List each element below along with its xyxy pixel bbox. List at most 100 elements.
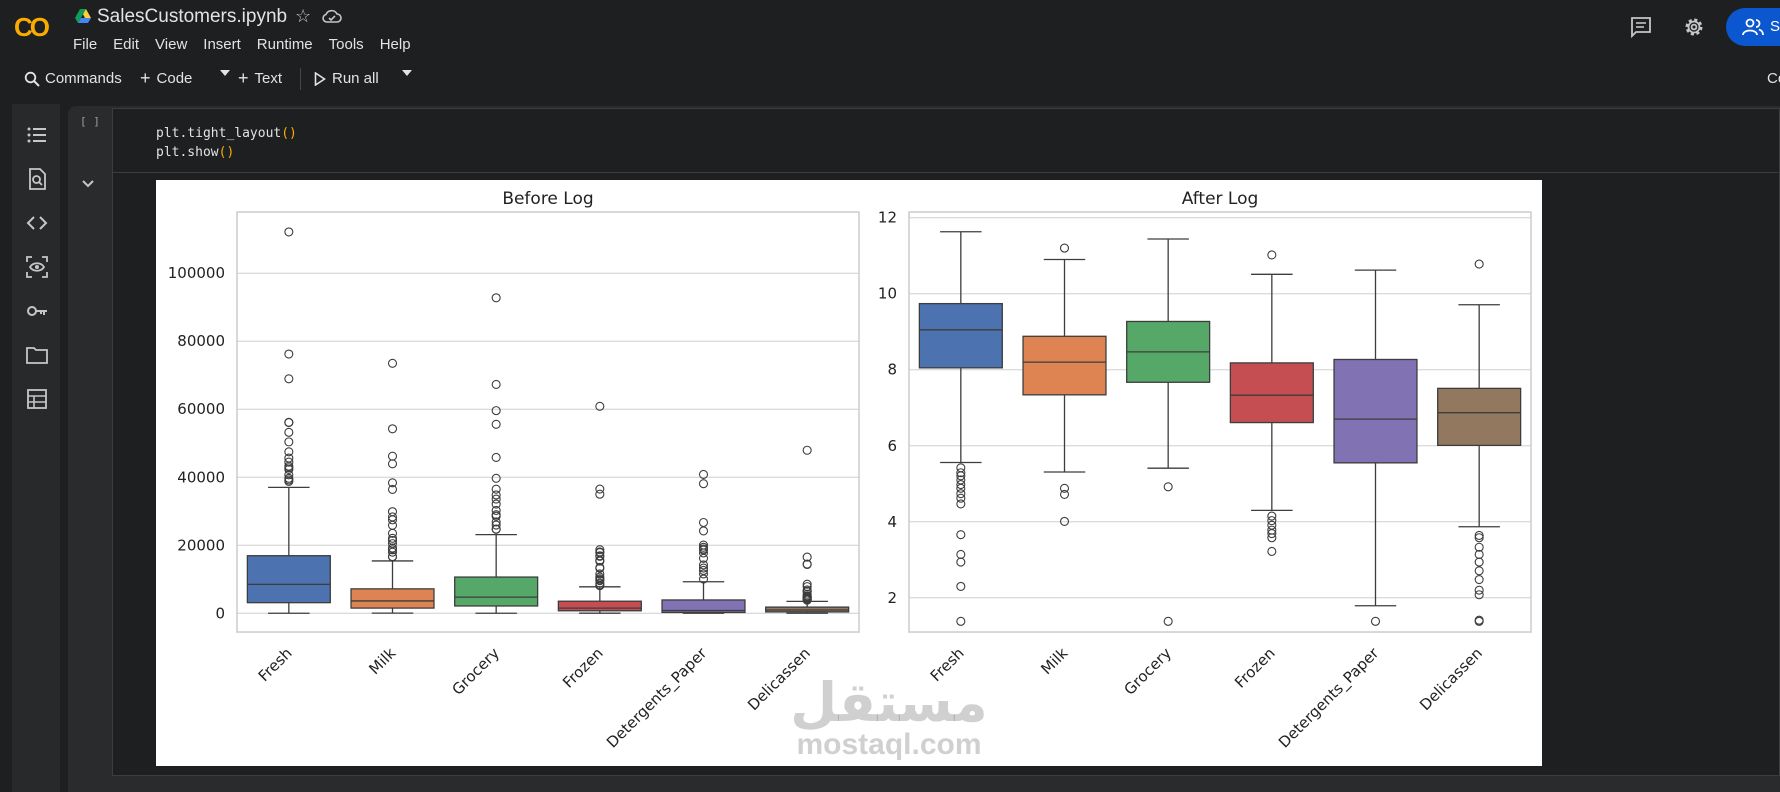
code-editor[interactable]: plt.tight_layout() plt.show() <box>156 124 297 162</box>
menu-view[interactable]: View <box>155 36 188 53</box>
y-tick-label: 80000 <box>177 332 225 350</box>
notebook-title[interactable]: SalesCustomers.ipynb <box>97 6 288 27</box>
settings-icon[interactable] <box>1682 15 1706 39</box>
outlier-point <box>491 490 501 500</box>
box-iqr <box>1229 362 1314 424</box>
box-iqr <box>557 600 642 612</box>
outlier-point <box>491 406 501 416</box>
outlier-point <box>698 469 709 480</box>
outlier-point <box>491 473 501 483</box>
share-button[interactable]: S <box>1726 8 1780 46</box>
run-all-dropdown-button[interactable] <box>402 70 412 76</box>
menu-edit[interactable]: Edit <box>113 36 140 53</box>
outlier-point <box>595 576 605 586</box>
outlier-point <box>1267 250 1277 260</box>
star-icon[interactable]: ☆ <box>295 6 312 26</box>
outlier-point <box>595 484 605 494</box>
outlier-point <box>1059 516 1070 526</box>
cell-run-status[interactable]: [ ] <box>80 115 100 128</box>
connect-button[interactable]: Co <box>1767 70 1780 87</box>
outlier-point <box>698 569 709 579</box>
box-iqr <box>661 599 746 614</box>
x-tick-label: Grocery <box>1120 644 1175 699</box>
outlier-point <box>491 484 501 494</box>
x-tick-label: Detergents_Paper <box>603 644 712 753</box>
outlier-point <box>491 524 501 534</box>
outlier-point <box>595 581 605 591</box>
y-tick-label: 0 <box>215 604 225 622</box>
y-tick-label: 60000 <box>177 400 225 418</box>
toc-icon[interactable] <box>26 124 48 146</box>
menu-insert[interactable]: Insert <box>203 36 241 53</box>
outlier-point <box>1267 546 1277 556</box>
drive-icon[interactable] <box>75 9 91 23</box>
outlier-point <box>387 545 398 555</box>
add-code-button[interactable]: + Code <box>140 69 193 87</box>
add-text-button[interactable]: + Text <box>238 69 282 87</box>
outlier-point <box>956 479 966 490</box>
chevron-down-icon[interactable] <box>82 180 94 188</box>
outlier-point <box>1267 516 1277 526</box>
outlier-point <box>284 418 294 428</box>
box-iqr <box>1333 358 1418 464</box>
code-dropdown-button[interactable] <box>220 70 230 76</box>
code-text: plt.tight_layout <box>156 126 282 141</box>
outlier-point <box>1059 483 1070 493</box>
x-tick-label: Frozen <box>1231 644 1278 691</box>
table-icon[interactable] <box>26 388 48 410</box>
outlier-point <box>956 549 966 560</box>
run-all-button[interactable]: Run all <box>314 70 379 87</box>
outlier-point <box>956 616 966 626</box>
menu-tools[interactable]: Tools <box>328 36 364 53</box>
code-text: plt.show <box>156 145 219 160</box>
outlier-point <box>1474 566 1484 576</box>
toolbar: Commands + Code + Text Run all Co <box>12 62 1780 96</box>
logo-text: CO <box>14 12 50 42</box>
outlier-point <box>491 293 501 303</box>
outlier-point <box>1474 574 1484 585</box>
menu-file[interactable]: File <box>73 36 98 53</box>
outlier-point <box>956 581 966 591</box>
y-tick-label: 100000 <box>168 264 225 282</box>
commands-label: Commands <box>45 70 122 87</box>
variables-icon[interactable] <box>26 256 48 278</box>
menu-runtime[interactable]: Runtime <box>256 36 313 53</box>
x-tick-label: Fresh <box>255 644 296 685</box>
share-label: S <box>1770 18 1780 35</box>
comment-icon[interactable] <box>1630 16 1652 38</box>
outlier-point <box>1474 530 1484 541</box>
code-label: Code <box>156 70 193 87</box>
code-line: plt.tight_layout() <box>156 124 297 143</box>
box-frozen: Frozen <box>1229 250 1314 692</box>
cloud-icon[interactable] <box>322 8 342 24</box>
outlier-point <box>284 427 294 437</box>
outlier-point <box>595 569 605 579</box>
outlier-point <box>1474 542 1484 552</box>
outlier-point <box>595 556 605 566</box>
chart-panel-1: 0 20000 40000 60000 80000 100000 Before Log Fre… <box>168 189 860 753</box>
colab-logo[interactable]: CO <box>14 12 50 43</box>
box-frozen: Frozen <box>557 401 642 692</box>
y-tick-label: 4 <box>887 513 897 531</box>
key-icon[interactable] <box>26 300 48 322</box>
menu-help[interactable]: Help <box>379 36 411 53</box>
outlier-point <box>956 557 966 567</box>
x-tick-label: Delicassen <box>1416 644 1486 714</box>
folder-icon[interactable] <box>26 344 48 366</box>
watermark-arabic: مستقل <box>790 671 988 734</box>
box-delicassen: Delicassen <box>1416 259 1522 714</box>
outlier-point <box>284 457 294 467</box>
outlier-point <box>284 349 294 359</box>
find-icon[interactable] <box>26 168 48 190</box>
outlier-point <box>1474 585 1484 595</box>
code-icon[interactable] <box>26 212 48 234</box>
commands-button[interactable]: Commands <box>24 70 122 87</box>
outlier-point <box>1059 243 1070 253</box>
outlier-point <box>698 560 709 570</box>
outlier-point <box>802 559 812 570</box>
outlier-point <box>491 494 501 504</box>
outlier-point <box>698 548 709 558</box>
box-iqr <box>246 555 331 604</box>
